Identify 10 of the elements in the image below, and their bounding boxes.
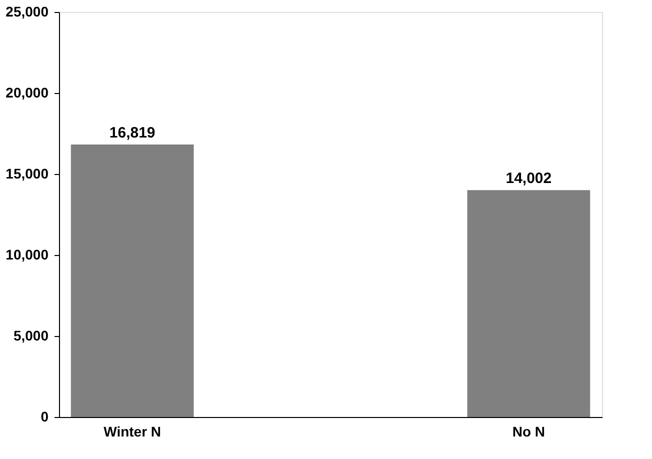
y-tick-label: 0 bbox=[40, 408, 49, 424]
y-tick-label: 20,000 bbox=[6, 84, 49, 100]
y-tick-label: 10,000 bbox=[6, 246, 49, 262]
data-label: 14,002 bbox=[506, 170, 552, 188]
x-tick-label: No N bbox=[512, 424, 546, 440]
data-label: 16,819 bbox=[109, 124, 156, 142]
y-tick-label: 25,000 bbox=[6, 4, 49, 20]
y-tick-label: 15,000 bbox=[6, 166, 49, 182]
y-tick-label: 5,000 bbox=[13, 328, 49, 344]
x-tick-label: Winter N bbox=[104, 424, 162, 440]
